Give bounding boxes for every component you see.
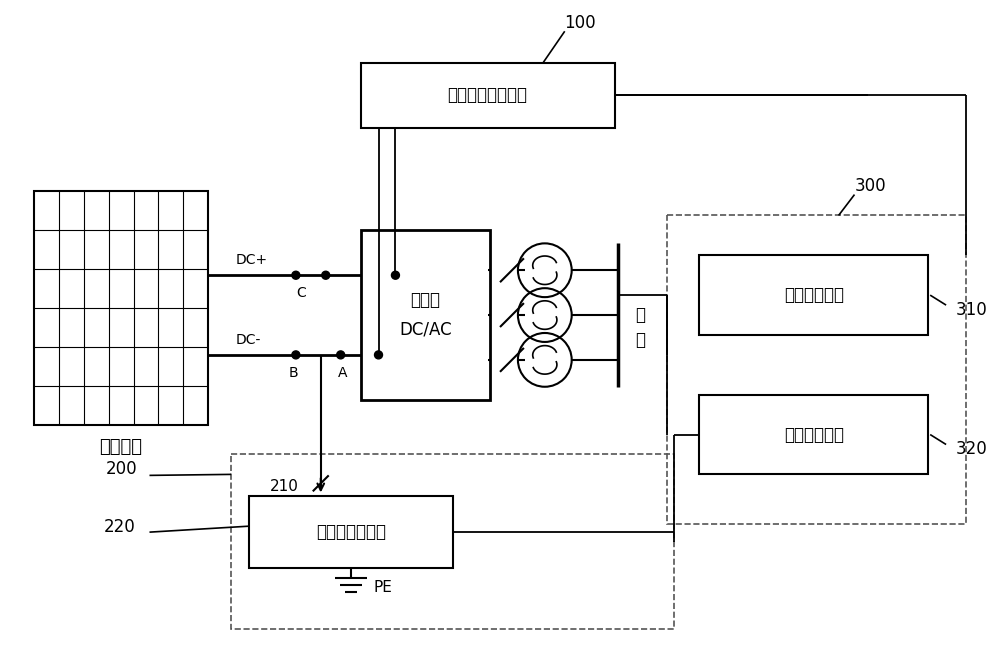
Circle shape [337,351,345,359]
Text: DC/AC: DC/AC [399,321,452,339]
Text: C: C [296,286,306,300]
Bar [249,496,453,568]
Text: DC-: DC- [236,333,261,347]
Bar [231,455,674,629]
Text: 绝缘电阻检测单元: 绝缘电阻检测单元 [448,86,528,105]
Circle shape [292,351,300,359]
Text: PE: PE [373,581,392,595]
Bar [361,63,615,128]
Text: A: A [338,366,347,380]
Text: 光伏阵列: 光伏阵列 [100,438,143,455]
Text: 第二控制单元: 第二控制单元 [784,426,844,444]
Text: 逆变器: 逆变器 [410,291,440,309]
Bar [361,231,490,400]
Circle shape [391,272,399,279]
Text: 电: 电 [635,306,645,324]
Text: 300: 300 [855,177,886,194]
Text: 210: 210 [270,479,299,494]
Bar [699,255,928,335]
Circle shape [322,272,330,279]
Text: B: B [289,366,299,380]
Text: 320: 320 [956,440,988,459]
Bar [699,395,928,474]
Text: 网: 网 [635,331,645,349]
Text: 220: 220 [104,518,135,536]
Text: 漏电流检测装置: 漏电流检测装置 [316,523,386,541]
Bar [34,190,208,424]
Text: 200: 200 [106,461,137,478]
Bar [667,215,966,524]
Circle shape [375,351,382,359]
Text: DC+: DC+ [236,253,268,268]
Text: 第一控制单元: 第一控制单元 [784,286,844,304]
Text: 100: 100 [564,14,595,32]
Text: 310: 310 [956,301,988,319]
Circle shape [292,272,300,279]
